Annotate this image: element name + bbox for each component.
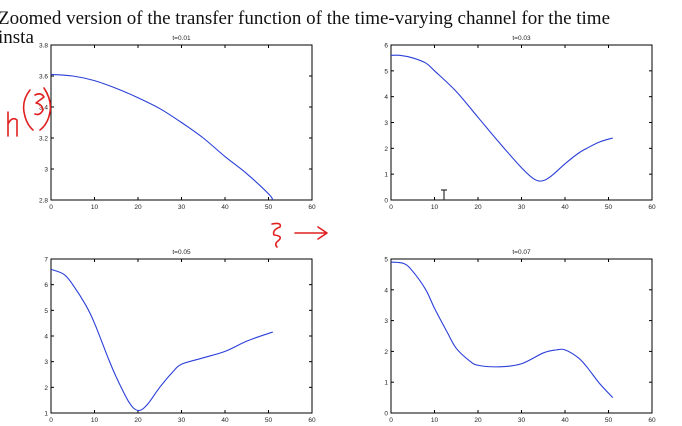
plot-2-xtick-label-2: 20 bbox=[134, 417, 142, 424]
plot-0-ytick-label-2: 3.2 bbox=[39, 136, 48, 143]
plot-3-axes-box bbox=[390, 258, 653, 414]
plot-3-xtick-label-0: 0 bbox=[389, 417, 393, 424]
page-heading-line-1: Zoomed version of the transfer function … bbox=[0, 8, 611, 29]
plot-0-xtick-label-6: 60 bbox=[308, 204, 316, 211]
plot-3-ytick-label-5: 5 bbox=[384, 257, 388, 264]
plot-1-ytick-label-4: 4 bbox=[384, 94, 388, 101]
plot-0-title: t=0.01 bbox=[172, 35, 191, 42]
plot-3-ytick-label-2: 2 bbox=[384, 349, 388, 356]
plot-2-ytick-label-2: 3 bbox=[44, 359, 48, 366]
page-heading-line-2: insta bbox=[0, 27, 34, 48]
plot-3-ytick-label-3: 3 bbox=[384, 318, 388, 325]
plot-1-ytick-label-6: 6 bbox=[384, 43, 388, 50]
plot-1-xtick-label-0: 0 bbox=[389, 204, 393, 211]
plot-0-ytick-label-0: 2.8 bbox=[39, 198, 48, 205]
plot-0-ytick-label-1: 3 bbox=[44, 167, 48, 174]
plot-2-ytick-label-1: 2 bbox=[44, 385, 48, 392]
plot-1-xtick-label-3: 30 bbox=[518, 204, 526, 211]
plot-0-xtick-label-3: 30 bbox=[178, 204, 186, 211]
plot-2-title: t=0.05 bbox=[172, 249, 191, 256]
plot-1-ytick-label-5: 5 bbox=[384, 68, 388, 75]
text-cursor-icon bbox=[441, 189, 447, 201]
plot-3-xtick-label-5: 50 bbox=[605, 417, 613, 424]
plot-1-title: t=0.03 bbox=[512, 35, 531, 42]
plot-1-xtick-label-4: 40 bbox=[561, 204, 569, 211]
plot-1-ytick-label-3: 3 bbox=[384, 120, 388, 127]
plot-0-series-line bbox=[50, 73, 274, 201]
plot-3-series-line bbox=[390, 261, 614, 398]
plot-1-xtick-label-2: 20 bbox=[474, 204, 482, 211]
plot-1-ytick-label-2: 2 bbox=[384, 146, 388, 153]
plot-0-ytick-label-4: 3.6 bbox=[39, 74, 48, 81]
plot-0-xtick-label-0: 0 bbox=[49, 204, 53, 211]
plot-2-ytick-label-3: 4 bbox=[44, 334, 48, 341]
plot-3-ytick-label-1: 1 bbox=[384, 380, 388, 387]
plot-1-axes-box bbox=[390, 44, 653, 201]
plot-3-xtick-label-4: 40 bbox=[561, 417, 569, 424]
plot-2-ytick-label-5: 6 bbox=[44, 282, 48, 289]
plot-2-xtick-label-4: 40 bbox=[221, 417, 229, 424]
plot-3-ytick-label-4: 4 bbox=[384, 287, 388, 294]
plot-0-xtick-label-1: 10 bbox=[91, 204, 99, 211]
plot-2-ytick-label-6: 7 bbox=[44, 257, 48, 264]
plot-0-ytick-label-5: 3.8 bbox=[39, 43, 48, 50]
plot-2-ytick-label-4: 5 bbox=[44, 308, 48, 315]
plot-0-xtick-label-4: 40 bbox=[221, 204, 229, 211]
plot-2-xtick-label-0: 0 bbox=[49, 417, 53, 424]
plot-3-ytick-label-0: 0 bbox=[384, 411, 388, 418]
plot-2-series-line bbox=[50, 268, 274, 412]
plot-0-xtick-label-5: 50 bbox=[265, 204, 273, 211]
plot-2-xtick-label-3: 30 bbox=[178, 417, 186, 424]
plot-2-ytick-label-0: 1 bbox=[44, 411, 48, 418]
plot-1-xtick-label-6: 60 bbox=[648, 204, 656, 211]
plot-3-xtick-label-3: 30 bbox=[518, 417, 526, 424]
plot-1-ytick-label-0: 0 bbox=[384, 198, 388, 205]
plot-2-xtick-label-6: 60 bbox=[308, 417, 316, 424]
plot-1-xtick-label-1: 10 bbox=[431, 204, 439, 211]
plot-3-xtick-label-6: 60 bbox=[648, 417, 656, 424]
plot-0-ytick-label-3: 3.4 bbox=[39, 105, 48, 112]
plot-0-xtick-label-2: 20 bbox=[134, 204, 142, 211]
plot-3-title: t=0.07 bbox=[512, 249, 531, 256]
plot-3-xtick-label-1: 10 bbox=[431, 417, 439, 424]
plot-1-series-line bbox=[390, 54, 614, 182]
plot-2-axes-box bbox=[50, 258, 313, 414]
plot-2-xtick-label-5: 50 bbox=[265, 417, 273, 424]
plot-1-xtick-label-5: 50 bbox=[605, 204, 613, 211]
plot-1-ytick-label-1: 1 bbox=[384, 172, 388, 179]
plot-2-xtick-label-1: 10 bbox=[91, 417, 99, 424]
plot-3-xtick-label-2: 20 bbox=[474, 417, 482, 424]
